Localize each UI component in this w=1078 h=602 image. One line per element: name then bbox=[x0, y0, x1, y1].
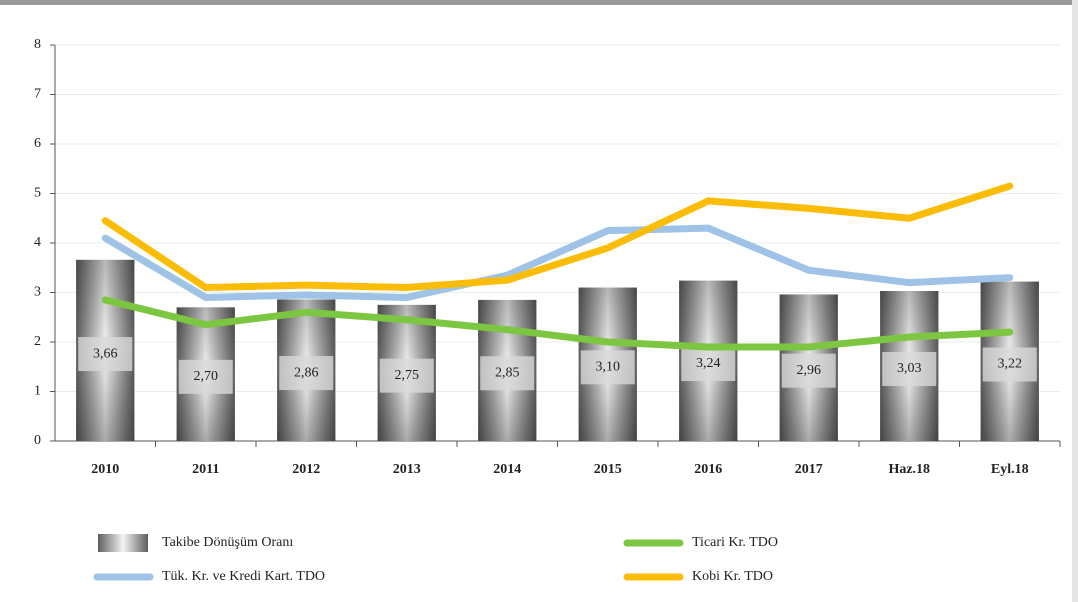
data-label-box bbox=[781, 353, 836, 388]
line bbox=[101, 296, 1014, 351]
data-label: 2,85 bbox=[495, 366, 520, 381]
data-label: 2,96 bbox=[797, 363, 822, 378]
x-tick-label: 2010 bbox=[91, 462, 119, 477]
data-label-box bbox=[279, 356, 334, 391]
data-label: 3,03 bbox=[897, 361, 922, 376]
y-tick-label: 1 bbox=[34, 384, 41, 399]
y-tick-label: 8 bbox=[34, 37, 41, 52]
x-tick-label: 2011 bbox=[192, 462, 219, 477]
data-label: 3,66 bbox=[93, 346, 118, 361]
data-label: 2,86 bbox=[294, 365, 319, 380]
right-border bbox=[1072, 0, 1078, 602]
x-tick-label: 2017 bbox=[795, 462, 823, 477]
legend-label: Kobi Kr. TDO bbox=[692, 569, 773, 584]
line bbox=[101, 182, 1014, 292]
data-label-box bbox=[982, 347, 1037, 382]
data-label: 2,75 bbox=[395, 368, 420, 383]
data-label-box bbox=[78, 337, 133, 372]
data-label-box bbox=[681, 347, 736, 382]
x-tick-label: 2014 bbox=[493, 462, 521, 477]
y-tick-label: 6 bbox=[34, 136, 41, 151]
legend-label: Tük. Kr. ve Kredi Kart. TDO bbox=[162, 569, 325, 584]
y-tick-label: 3 bbox=[34, 285, 41, 300]
data-label-box bbox=[379, 358, 434, 393]
line bbox=[101, 224, 1014, 301]
y-tick-label: 2 bbox=[34, 334, 41, 349]
y-tick-label: 4 bbox=[34, 235, 41, 250]
data-label-box bbox=[882, 352, 937, 387]
legend-swatch bbox=[98, 534, 148, 552]
data-label-box bbox=[580, 350, 635, 385]
x-tick-label: 2012 bbox=[292, 462, 320, 477]
legend-label: Takibe Dönüşüm Oranı bbox=[162, 535, 293, 550]
legend-label: Ticari Kr. TDO bbox=[692, 535, 778, 550]
data-label: 3,24 bbox=[696, 356, 721, 371]
top-border bbox=[0, 0, 1078, 5]
data-label: 3,22 bbox=[998, 357, 1023, 372]
x-tick-label: 2016 bbox=[694, 462, 722, 477]
x-tick-label: 2013 bbox=[393, 462, 421, 477]
data-label-box bbox=[480, 356, 535, 391]
y-tick-label: 5 bbox=[34, 186, 41, 201]
data-label: 2,70 bbox=[194, 369, 219, 384]
x-tick-label: 2015 bbox=[594, 462, 622, 477]
y-tick-label: 0 bbox=[34, 433, 41, 448]
data-label: 3,10 bbox=[596, 360, 621, 375]
x-tick-label: Eyl.18 bbox=[991, 462, 1029, 477]
y-tick-label: 7 bbox=[34, 87, 41, 102]
data-label-box bbox=[178, 359, 233, 394]
x-tick-label: Haz.18 bbox=[888, 462, 930, 477]
